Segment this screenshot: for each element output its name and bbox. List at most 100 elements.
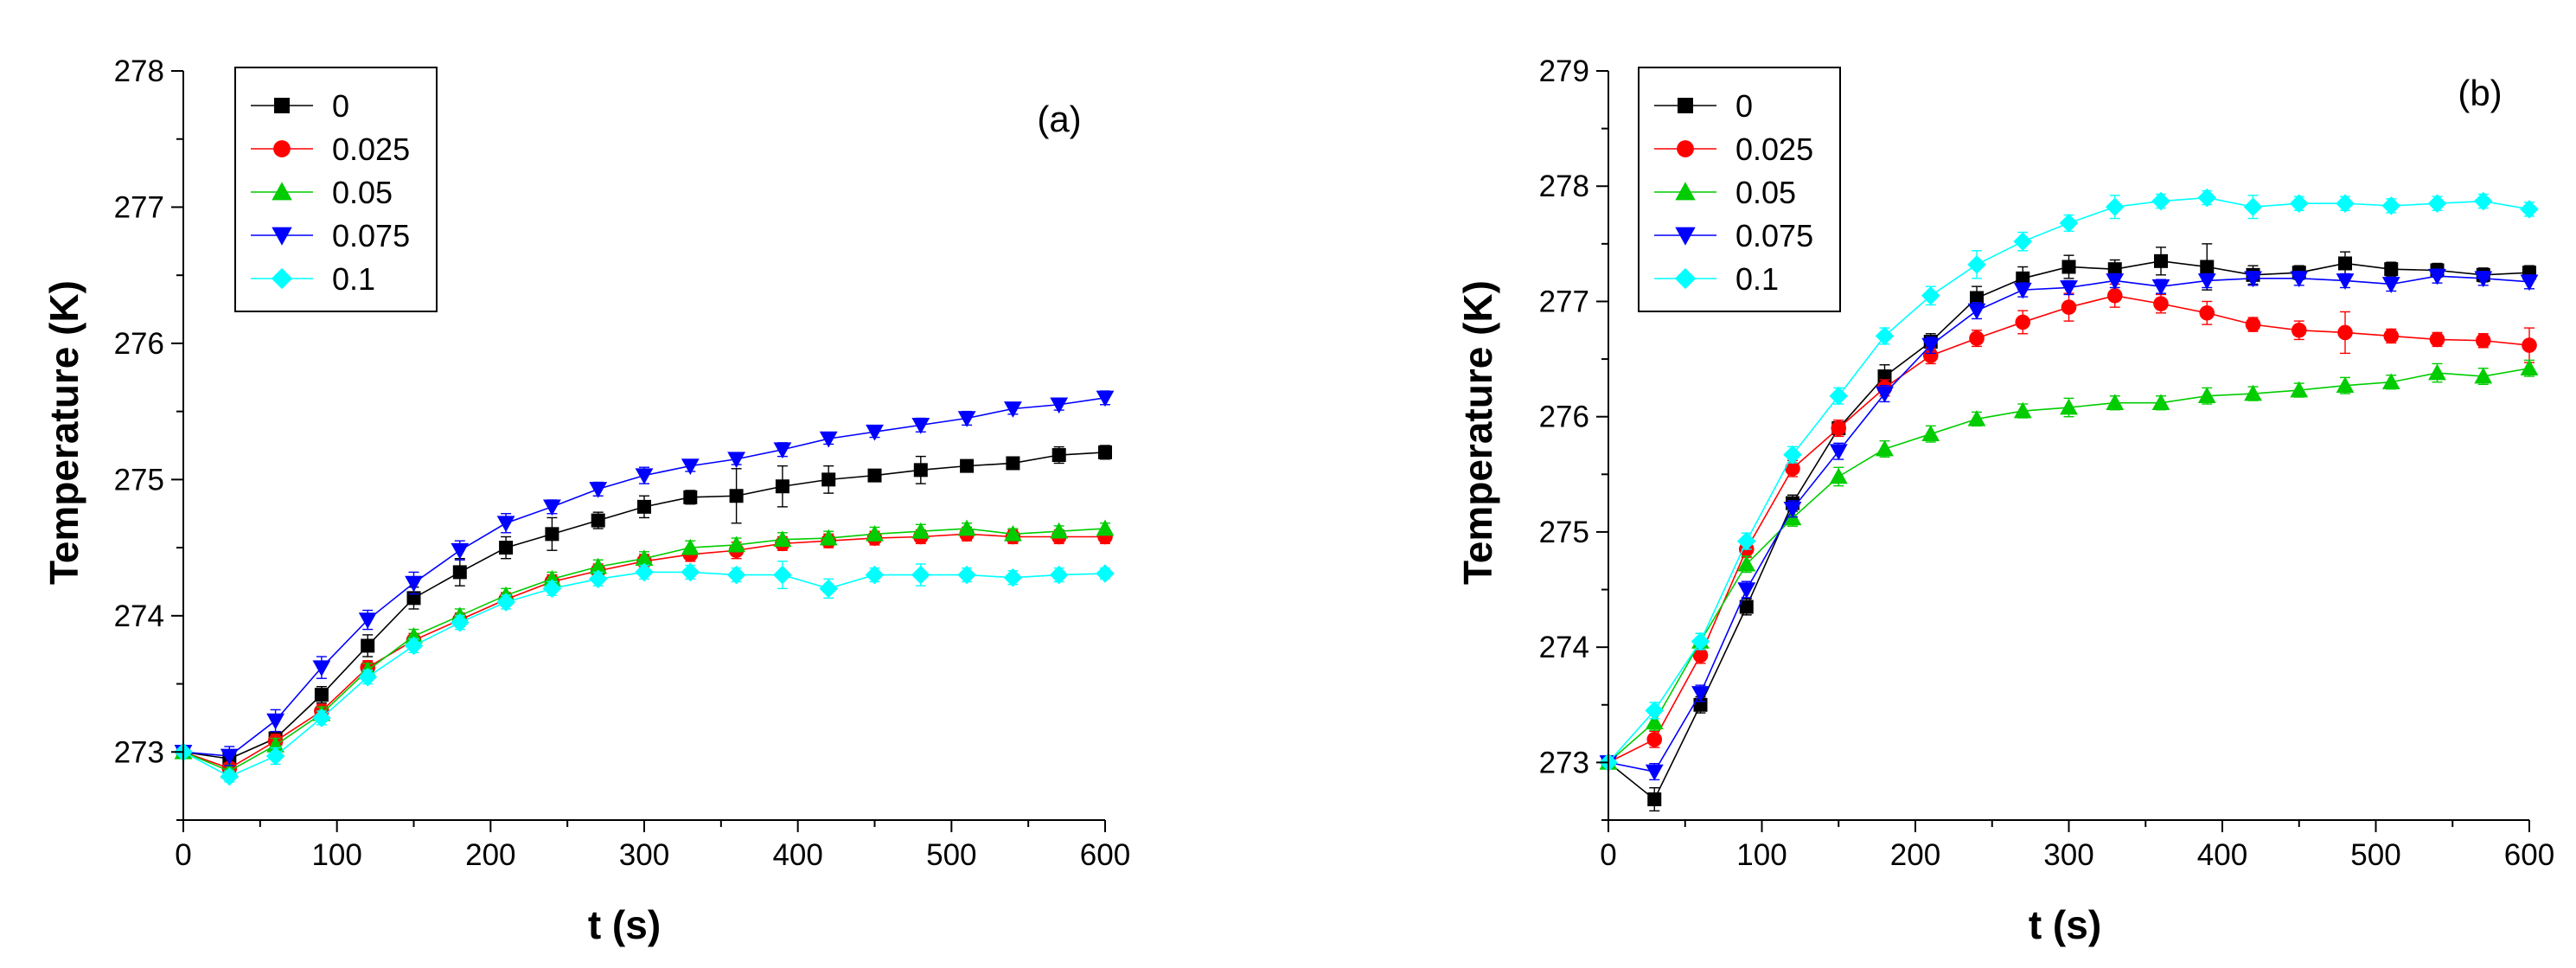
y-tick-label: 276 <box>114 327 164 361</box>
data-point <box>727 535 745 553</box>
data-point <box>2336 376 2355 394</box>
data-point <box>1967 409 1986 426</box>
data-point <box>2337 324 2353 341</box>
data-point <box>312 708 331 728</box>
data-point <box>1967 303 1986 320</box>
x-tick-label: 100 <box>311 838 361 872</box>
y-tick-label: 275 <box>114 463 164 497</box>
x-tick-label: 200 <box>465 838 515 872</box>
legend-marker <box>1677 140 1694 157</box>
data-point <box>2336 194 2355 214</box>
data-point <box>314 688 329 702</box>
legend-marker <box>273 140 291 157</box>
data-point <box>2429 331 2445 348</box>
data-point <box>681 458 700 476</box>
data-point <box>2106 394 2125 411</box>
data-point <box>911 418 930 434</box>
panel-label: (b) <box>2458 73 2502 113</box>
legend-box <box>1638 67 1841 312</box>
data-point <box>1922 348 1939 363</box>
data-point <box>2105 197 2125 217</box>
x-tick-label: 300 <box>619 838 669 872</box>
x-tick-label: 0 <box>1600 838 1616 872</box>
data-point <box>681 538 700 555</box>
y-tick-label: 278 <box>1539 170 1589 203</box>
data-point <box>1004 524 1022 542</box>
data-point <box>1647 792 1662 807</box>
data-point <box>1006 456 1020 471</box>
data-point <box>2016 271 2030 285</box>
chart-panel-a: (a) t (s) Temperature (K) 0 100 200 300 400 5… <box>42 54 1130 947</box>
series-0.05 <box>174 519 1115 779</box>
data-point <box>1921 286 1940 305</box>
data-point <box>2013 232 2033 251</box>
data-point <box>960 458 975 473</box>
data-point <box>1831 420 1847 436</box>
data-point <box>2384 262 2399 277</box>
legend-label: 0.1 <box>332 261 375 297</box>
panel-label: (a) <box>1037 99 1081 139</box>
data-point <box>405 575 423 593</box>
data-point <box>2290 271 2309 288</box>
data-point <box>865 565 885 585</box>
x-tick-label: 300 <box>2043 838 2093 872</box>
data-point <box>1783 501 1802 518</box>
legend-marker <box>1675 182 1696 201</box>
data-point <box>1736 531 1756 551</box>
data-point <box>1646 731 1663 747</box>
data-point <box>499 541 514 555</box>
data-point <box>2151 279 2170 296</box>
data-point <box>2474 367 2493 384</box>
data-point <box>2107 262 2122 277</box>
data-point <box>1783 445 1802 465</box>
data-point <box>2428 363 2446 381</box>
data-point <box>406 591 421 606</box>
y-tick-label: 276 <box>1539 401 1589 434</box>
data-point <box>312 660 331 677</box>
data-point <box>265 747 285 766</box>
data-point <box>2154 253 2168 268</box>
data-point <box>1096 519 1115 536</box>
x-tick-label: 600 <box>2504 838 2554 872</box>
legend-marker <box>271 267 293 290</box>
y-tick-label: 279 <box>1539 54 1589 88</box>
data-point <box>1051 448 1066 463</box>
legend-marker <box>274 98 290 113</box>
x-tick-label: 200 <box>1890 838 1940 872</box>
y-tick-label: 274 <box>1539 631 1589 664</box>
data-point <box>2290 381 2309 398</box>
x-axis-title: t (s) <box>588 902 661 947</box>
series-0.1 <box>1599 188 2539 772</box>
data-point <box>2520 359 2539 376</box>
data-point <box>2015 314 2031 330</box>
data-point <box>635 562 654 582</box>
data-point <box>2244 384 2262 401</box>
data-point <box>2520 200 2539 219</box>
data-point <box>452 565 467 580</box>
data-point <box>2197 387 2216 404</box>
data-point <box>2381 196 2401 215</box>
y-tick-label: 277 <box>114 190 164 224</box>
data-point <box>2013 282 2032 299</box>
data-point <box>775 479 789 494</box>
legend-marker <box>1674 267 1697 290</box>
data-point <box>819 579 838 599</box>
data-point <box>1004 401 1022 418</box>
data-point <box>867 468 882 483</box>
data-point <box>1050 522 1069 539</box>
data-point <box>635 468 654 485</box>
y-tick-label: 273 <box>114 735 164 769</box>
data-point <box>496 516 515 533</box>
data-point <box>819 529 838 546</box>
data-point <box>2336 273 2355 290</box>
data-point <box>2381 277 2400 293</box>
data-point <box>1970 291 1984 305</box>
data-point <box>361 638 375 653</box>
data-point <box>773 530 792 547</box>
data-point <box>866 424 884 441</box>
data-point <box>588 569 608 589</box>
data-point <box>821 472 836 487</box>
data-point <box>1967 255 1986 274</box>
series-0.1 <box>174 561 1115 786</box>
data-point <box>913 463 928 478</box>
